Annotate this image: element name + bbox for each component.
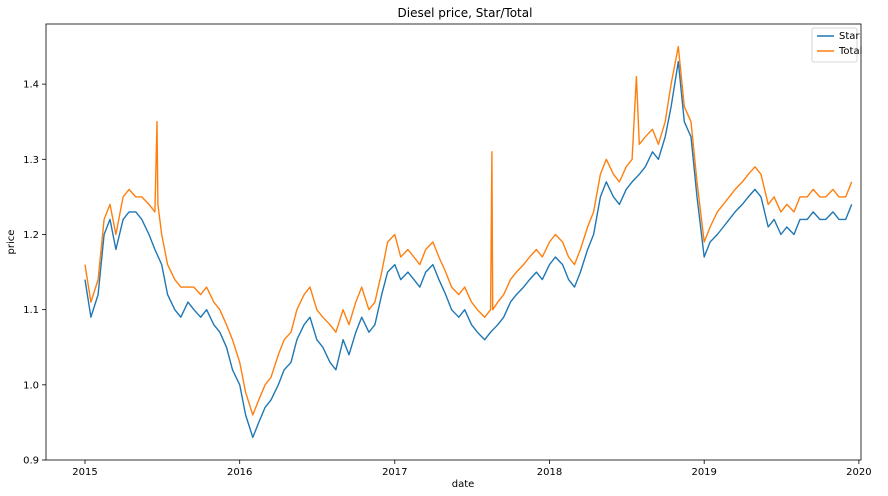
y-tick-label: 1.2 [23, 230, 39, 241]
y-axis-label: price [6, 230, 17, 255]
y-tick-label: 1.4 [23, 80, 39, 91]
y-tick-label: 1.3 [23, 155, 39, 166]
y-tick-label: 1.0 [23, 380, 39, 391]
y-axis: 0.9 1.0 1.1 1.2 1.3 1.4 [23, 80, 46, 467]
y-tick-label: 0.9 [23, 456, 39, 467]
x-axis: 2015 2016 2017 2018 2019 2020 [72, 460, 872, 478]
x-tick-label: 2020 [846, 467, 871, 478]
x-tick-label: 2018 [537, 467, 562, 478]
x-tick-label: 2016 [227, 467, 252, 478]
series-layer [84, 45, 853, 439]
y-tick-label: 1.1 [23, 305, 39, 316]
x-tick-label: 2017 [382, 467, 407, 478]
legend-label-star: Star [839, 31, 860, 42]
series-line-star [84, 60, 853, 439]
x-axis-label: date [452, 479, 475, 490]
legend: Star Total [811, 27, 862, 63]
plot-frame [45, 23, 862, 461]
legend-label-total: Total [838, 46, 862, 57]
series-line-total [84, 45, 853, 416]
x-tick-label: 2015 [72, 467, 97, 478]
chart-title: Diesel price, Star/Total [398, 6, 533, 20]
x-tick-label: 2019 [691, 467, 716, 478]
